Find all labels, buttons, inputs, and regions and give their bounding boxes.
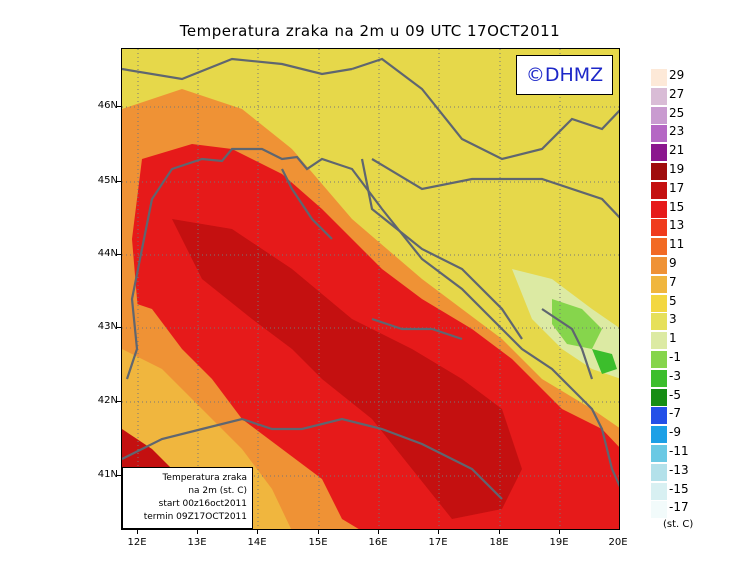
lat-label-43n: 43N [97, 321, 118, 332]
legend-label: 11 [669, 237, 685, 252]
legend-label: 5 [669, 293, 677, 308]
dhmz-logo: ©DHMZ [516, 55, 613, 95]
lat-tick [117, 106, 121, 107]
legend-swatch [651, 463, 667, 481]
legend-label: -7 [669, 406, 681, 421]
legend-label: 23 [669, 124, 685, 139]
lon-tick [137, 530, 138, 534]
legend-label: 27 [669, 86, 685, 101]
legend-swatch [651, 181, 667, 199]
temperature-map [121, 48, 620, 530]
legend-swatch [651, 313, 667, 331]
legend-label: -13 [669, 462, 689, 477]
legend-swatch [651, 125, 667, 143]
legend-swatch [651, 200, 667, 218]
lat-tick [117, 401, 121, 402]
legend-label: 15 [669, 199, 685, 214]
legend-swatch [651, 144, 667, 162]
legend-swatch [651, 257, 667, 274]
lon-label-12e: 12E [127, 537, 147, 548]
legend-unit: (st. C) [663, 519, 694, 530]
map-title: Temperatura zraka na 2m u 09 UTC 17OCT20… [179, 22, 561, 40]
info-box: Temperatura zraka na 2m (st. C) start 00… [122, 467, 253, 529]
lat-tick [117, 475, 121, 476]
lon-tick [197, 530, 198, 534]
legend-label: 3 [669, 312, 677, 327]
legend-label: -11 [669, 444, 689, 458]
info-line-termin: termin 09Z17OCT2011 [143, 512, 247, 522]
lat-label-44n: 44N [97, 248, 118, 259]
lon-label-18e: 18E [489, 537, 509, 548]
legend-swatch [651, 238, 667, 256]
lat-label-46n: 46N [97, 100, 118, 111]
legend-label: -1 [669, 350, 681, 364]
legend-swatch [651, 351, 667, 368]
lat-tick [117, 181, 121, 182]
legend-label: -15 [669, 481, 689, 496]
lon-tick [559, 530, 560, 534]
legend-label: -3 [669, 368, 681, 383]
lon-label-17e: 17E [428, 537, 448, 548]
legend-swatch [651, 445, 667, 462]
legend-label: 1 [669, 331, 677, 346]
lon-tick [318, 530, 319, 534]
legend-label: 19 [669, 162, 685, 176]
legend-label: 21 [669, 143, 685, 158]
lon-label-16e: 16E [368, 537, 388, 548]
info-line-start: start 00z16oct2011 [158, 499, 247, 509]
legend-swatch [651, 369, 667, 387]
legend-label: -5 [669, 387, 681, 402]
legend-label: 29 [669, 68, 685, 82]
lon-label-19e: 19E [549, 537, 569, 548]
lon-tick [378, 530, 379, 534]
legend-swatch [651, 294, 667, 312]
info-line-variable: Temperatura zraka [162, 473, 247, 483]
info-line-units: na 2m (st. C) [188, 486, 247, 496]
legend-swatch [651, 219, 667, 237]
lon-label-13e: 13E [187, 537, 207, 548]
legend-swatch [651, 87, 667, 105]
lon-label-20e: 20E [608, 537, 628, 548]
legend-label: 9 [669, 256, 677, 270]
legend-swatch [651, 69, 667, 86]
legend-swatch [651, 388, 667, 406]
legend-swatch [651, 426, 667, 444]
legend-swatch [651, 275, 667, 293]
legend-label: -9 [669, 425, 681, 440]
legend-label: -17 [669, 500, 689, 515]
legend-label: 7 [669, 274, 677, 289]
lon-tick [257, 530, 258, 534]
legend-label: 25 [669, 105, 685, 120]
lat-tick [117, 254, 121, 255]
legend-swatch [651, 106, 667, 124]
legend-swatch [651, 407, 667, 425]
lon-tick [499, 530, 500, 534]
legend-label: 17 [669, 180, 685, 195]
lon-label-14e: 14E [247, 537, 267, 548]
lon-tick [438, 530, 439, 534]
legend-swatch [651, 501, 667, 519]
legend-swatch [651, 482, 667, 500]
legend-swatch [651, 332, 667, 350]
lon-label-15e: 15E [308, 537, 328, 548]
legend-label: 13 [669, 218, 685, 233]
lat-label-42n: 42N [97, 395, 118, 406]
lat-label-45n: 45N [97, 175, 118, 186]
lat-label-41n: 41N [97, 469, 118, 480]
lat-tick [117, 327, 121, 328]
legend-swatch [651, 163, 667, 180]
